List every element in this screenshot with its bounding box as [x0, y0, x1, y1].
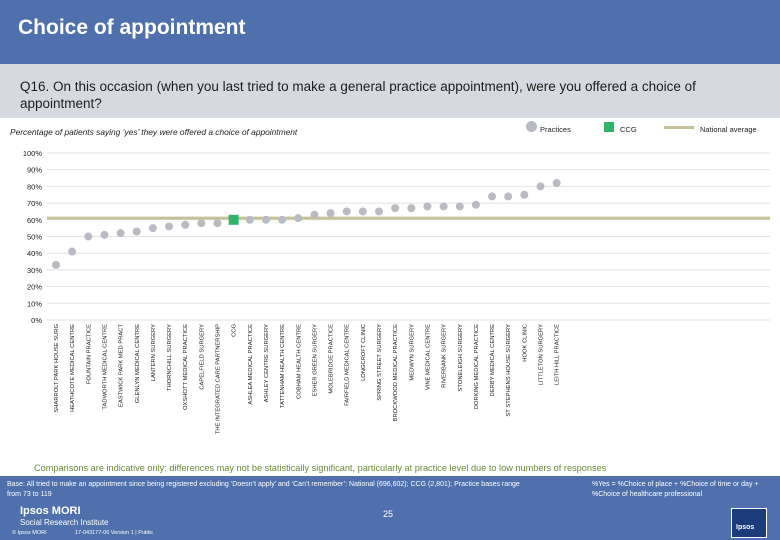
category-label: LITTLETON SURGERY — [539, 324, 545, 385]
practice-point — [245, 215, 254, 224]
y-tick-label: 40% — [27, 249, 42, 258]
category-label: HEATHCOTE MEDICAL CENTRE — [70, 324, 76, 412]
category-label: THE INTEGRATED CARE PARTNERSHIP — [216, 324, 222, 434]
category-label: ST STEPHENS HOUSE SURGERY — [506, 324, 512, 417]
category-label: BROCKWOOD MEDICAL PRACTICE — [393, 324, 399, 422]
y-tick-label: 80% — [27, 182, 42, 191]
practice-point — [326, 209, 335, 218]
y-tick-label: 70% — [27, 199, 42, 208]
caveat-note: Comparisons are indicative only: differe… — [34, 463, 607, 473]
category-label: EASTWICK PARK MED PRACT — [119, 324, 125, 407]
category-label: DERBY MEDICAL CENTRE — [490, 324, 496, 397]
practice-point — [536, 182, 545, 191]
page-number: 25 — [383, 509, 394, 519]
category-label: ASHLEA MEDICAL PRACTICE — [248, 324, 254, 405]
legend-national-label: National average — [700, 125, 757, 134]
base-note: Base: All tried to make an appointment s… — [7, 481, 520, 498]
logo-subtitle: Social Research Institute — [20, 518, 109, 527]
category-label: MEDWYN SURGERY — [409, 324, 415, 381]
category-label: CCG — [232, 324, 238, 337]
practice-point — [520, 190, 529, 199]
version-label: 17-043177-06 Version 1 | Public — [75, 530, 154, 536]
practice-point — [423, 202, 432, 211]
practice-point — [148, 224, 157, 233]
y-tick-label: 0% — [31, 316, 42, 325]
practice-point — [132, 227, 141, 236]
legend-practices-marker — [526, 121, 537, 132]
ipsos-brand-text: Ipsos — [736, 524, 755, 531]
y-tick-label: 30% — [27, 266, 42, 275]
category-label: FAIRFIELD MEDICAL CENTRE — [345, 324, 351, 406]
category-label: ESHER GREEN SURGERY — [312, 324, 318, 397]
practice-point — [52, 260, 60, 269]
practice-point — [116, 229, 125, 238]
chart-subtitle: Percentage of patients saying ‘yes’ they… — [10, 127, 298, 137]
practice-point — [455, 202, 464, 211]
ipsos-brand-logo — [731, 508, 767, 538]
ccg-point — [228, 214, 239, 225]
category-label: MOLEBRIDGE PRACTICE — [329, 324, 335, 394]
legend-ccg-marker — [604, 122, 614, 132]
category-label: RIVERBANK SURGERY — [442, 324, 448, 388]
footer-bar — [0, 476, 780, 540]
category-label: SPRING STREET SURGERY — [377, 324, 383, 401]
practice-point — [375, 207, 383, 216]
practice-point — [488, 192, 497, 201]
practice-point — [471, 200, 480, 209]
practice-point — [278, 215, 287, 224]
practice-point — [84, 232, 93, 241]
category-label: LANTERN SURGERY — [151, 324, 157, 381]
category-label: VINE MEDICAL CENTRE — [425, 324, 431, 390]
category-label: FOUNTAIN PRACTICE — [86, 324, 92, 384]
practice-point — [552, 179, 561, 188]
y-tick-label: 10% — [27, 299, 42, 308]
category-label: CAPELFIELD SURGERY — [199, 324, 205, 390]
practice-point — [310, 210, 319, 219]
y-tick-label: 20% — [27, 283, 42, 292]
title-bar — [0, 0, 780, 64]
category-label: STONELEIGH SURGERY — [458, 324, 464, 392]
category-label: OXSHOTT MEDICAL PRACTICE — [183, 324, 189, 410]
chart-area: 0% 10% 20% 30% 40% 50% 60% 70% 80% 90% 100% SHARROL… — [23, 149, 770, 434]
practice-point — [197, 219, 206, 228]
category-label: TATTENHAM HEALTH CENTRE — [280, 324, 286, 408]
copyright: © Ipsos MORI — [12, 530, 47, 536]
yes-definition: %Yes = %Choice of place + %Choice of tim… — [592, 481, 759, 498]
practice-point — [181, 220, 190, 229]
y-tick-label: 90% — [27, 166, 42, 175]
legend-national-marker — [664, 126, 694, 129]
practice-point — [439, 202, 448, 211]
category-label: ASHLEY CENTRE SURGERY — [264, 324, 270, 403]
category-label: SHARROLT PARK HOUSE SURG — [54, 324, 60, 413]
category-label: COBHAM HEALTH CENTRE — [296, 324, 302, 399]
practice-point — [165, 222, 174, 231]
category-label: LONGCROFT CLINIC — [361, 324, 367, 381]
y-tick-label: 100% — [23, 149, 43, 158]
practice-point — [358, 207, 367, 216]
category-label: LEITH HILL PRACTICE — [555, 324, 561, 385]
practice-point — [391, 204, 400, 213]
practice-point — [407, 204, 416, 213]
question-text: Q16. On this occasion (when you last tri… — [20, 79, 696, 111]
question-bar — [0, 64, 780, 118]
practice-point — [342, 207, 351, 216]
category-label: TADWORTH MEDICAL CENTRE — [102, 324, 108, 410]
practice-point — [100, 230, 109, 239]
practice-point — [68, 247, 77, 256]
legend-ccg-label: CCG — [620, 125, 637, 134]
category-label: GLENLYN MEDICAL CENTRE — [135, 324, 141, 403]
y-tick-label: 50% — [27, 233, 42, 242]
category-label: DORKING MEDICAL PRACTICE — [474, 324, 480, 409]
practice-point — [504, 192, 513, 201]
practice-point — [294, 214, 303, 223]
ipsos-mori-logo: Ipsos MORI — [20, 505, 81, 517]
practice-point — [213, 219, 222, 228]
category-label: THORNCHILL SURGERY — [167, 324, 173, 391]
y-tick-label: 60% — [27, 216, 42, 225]
practice-point — [261, 215, 270, 224]
page-title: Choice of appointment — [18, 16, 246, 39]
legend-practices-label: Practices — [540, 125, 571, 134]
category-label: HOOK CLINIC — [522, 324, 528, 362]
